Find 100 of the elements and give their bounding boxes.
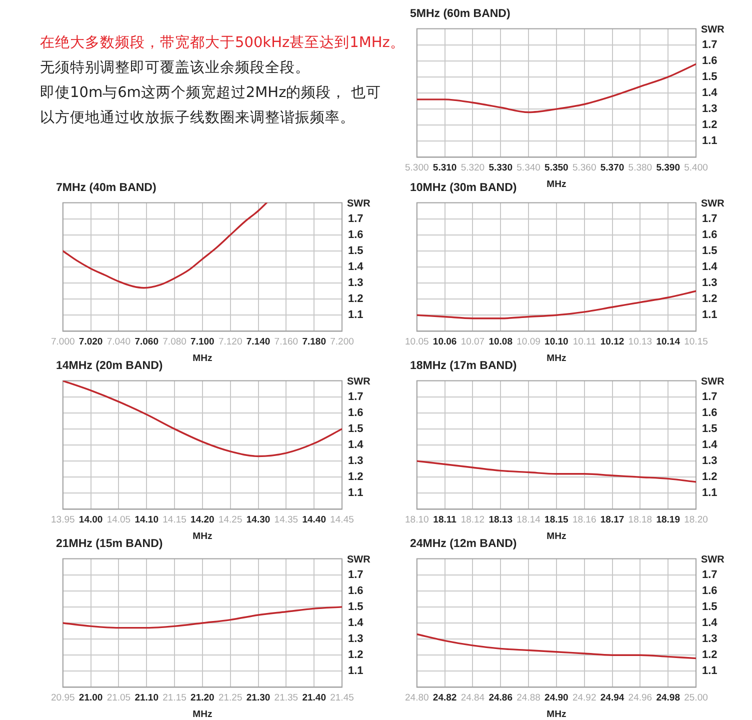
x-axis-title: MHz [192, 530, 212, 542]
y-tick-label: 1.4 [348, 617, 364, 630]
x-tick-label: 13.95 [50, 514, 75, 526]
x-tick-label: 24.80 [404, 692, 429, 704]
x-axis-title: MHz [546, 708, 566, 720]
x-tick-label: 5.340 [516, 162, 540, 174]
x-tick-label: 10.12 [600, 336, 624, 348]
y-tick-label: 1.5 [348, 422, 364, 435]
y-tick-label: 1.1 [348, 309, 364, 322]
x-tick-label: 10.06 [432, 336, 457, 348]
y-tick-label: 1.2 [702, 293, 718, 306]
x-tick-label: 5.330 [488, 162, 513, 174]
x-tick-label: 24.96 [628, 692, 652, 704]
x-tick-label: 7.040 [106, 336, 131, 348]
x-tick-label: 18.13 [488, 514, 513, 526]
text: 无须特别调整即可覆盖该业余频段全段。 [40, 58, 310, 78]
x-tick-label: 10.08 [488, 336, 513, 348]
y-tick-label: 1.2 [702, 119, 718, 132]
y-tick-label: 1.1 [702, 309, 718, 322]
x-tick-label: 7.120 [218, 336, 242, 348]
x-tick-label: 18.18 [628, 514, 652, 526]
x-tick-label: 7.140 [246, 336, 270, 348]
x-tick-label: 21.00 [78, 692, 103, 704]
line-series [416, 63, 696, 114]
x-axis-title: MHz [192, 708, 212, 720]
x-tick-label: 14.40 [302, 514, 326, 526]
x-tick-label: 14.05 [106, 514, 131, 526]
x-tick-label: 21.45 [330, 692, 354, 704]
x-tick-label: 21.10 [134, 692, 159, 704]
x-tick-label: 24.88 [516, 692, 540, 704]
y-axis-title: SWR [701, 198, 726, 210]
x-tick-label: 14.45 [330, 514, 354, 526]
y-tick-label: 1.3 [702, 103, 718, 116]
y-tick-label: 1.4 [702, 439, 718, 452]
x-tick-label: 14.15 [162, 514, 186, 526]
line-series [416, 460, 696, 483]
y-tick-label: 1.6 [348, 228, 364, 241]
x-tick-label: 14.35 [274, 514, 298, 526]
chart-title: 21MHz (15m BAND) [56, 538, 163, 550]
y-tick-label: 1.6 [702, 584, 718, 597]
y-tick-label: 1.2 [348, 649, 364, 662]
y-tick-label: 1.2 [348, 471, 364, 484]
x-tick-label: 10.11 [572, 336, 596, 348]
y-tick-label: 1.7 [348, 212, 364, 225]
x-tick-label: 7.160 [274, 336, 298, 348]
x-tick-label: 14.10 [134, 514, 159, 526]
y-tick-label: 1.2 [702, 649, 718, 662]
y-tick-label: 1.5 [348, 600, 364, 613]
x-tick-label: 14.20 [190, 514, 214, 526]
y-tick-label: 1.1 [348, 487, 364, 500]
x-tick-label: 21.25 [218, 692, 242, 704]
y-tick-label: 1.4 [702, 261, 718, 274]
x-tick-label: 24.98 [656, 692, 680, 704]
y-tick-label: 1.6 [702, 54, 718, 67]
y-tick-label: 1.4 [348, 439, 364, 452]
y-tick-label: 1.4 [702, 87, 718, 100]
x-tick-label: 10.07 [460, 336, 485, 348]
x-tick-label: 7.020 [78, 336, 103, 348]
chart-title: 18MHz (17m BAND) [410, 360, 517, 372]
x-axis-title: MHz [546, 178, 566, 190]
y-tick-label: 1.5 [702, 244, 718, 257]
x-tick-label: 18.14 [516, 514, 540, 526]
y-axis-title: SWR [701, 554, 726, 566]
line-series [62, 202, 268, 289]
y-tick-label: 1.1 [702, 135, 718, 148]
x-tick-label: 10.13 [628, 336, 652, 348]
line-series [62, 380, 342, 458]
y-tick-label: 1.1 [702, 665, 718, 678]
x-tick-label: 7.100 [190, 336, 214, 348]
y-tick-label: 1.3 [702, 455, 718, 468]
y-tick-label: 1.2 [348, 293, 364, 306]
x-tick-label: 10.05 [404, 336, 429, 348]
x-tick-label: 5.400 [684, 162, 708, 174]
y-tick-label: 1.6 [702, 228, 718, 241]
x-tick-label: 21.30 [246, 692, 270, 704]
line-series [416, 633, 696, 660]
x-tick-label: 24.84 [460, 692, 485, 704]
chart-title: 10MHz (30m BAND) [410, 182, 517, 194]
x-tick-label: 21.40 [302, 692, 326, 704]
x-tick-label: 18.12 [460, 514, 485, 526]
x-tick-label: 18.20 [684, 514, 708, 526]
y-tick-label: 1.7 [348, 568, 364, 581]
x-tick-label: 24.90 [544, 692, 568, 704]
y-axis-title: SWR [347, 198, 372, 210]
x-tick-label: 24.92 [572, 692, 596, 704]
y-tick-label: 1.1 [348, 665, 364, 678]
x-tick-label: 5.390 [656, 162, 680, 174]
x-tick-label: 24.86 [488, 692, 513, 704]
y-tick-label: 1.3 [702, 277, 718, 290]
x-tick-label: 14.25 [218, 514, 242, 526]
y-tick-label: 1.6 [702, 406, 718, 419]
y-axis-title: SWR [347, 376, 372, 388]
x-tick-label: 18.10 [404, 514, 429, 526]
x-tick-label: 7.180 [302, 336, 326, 348]
x-tick-label: 7.000 [50, 336, 75, 348]
y-tick-label: 1.3 [348, 277, 364, 290]
x-tick-label: 25.00 [684, 692, 708, 704]
x-tick-label: 24.82 [432, 692, 457, 704]
y-tick-label: 1.3 [348, 633, 364, 646]
x-tick-label: 10.10 [544, 336, 568, 348]
